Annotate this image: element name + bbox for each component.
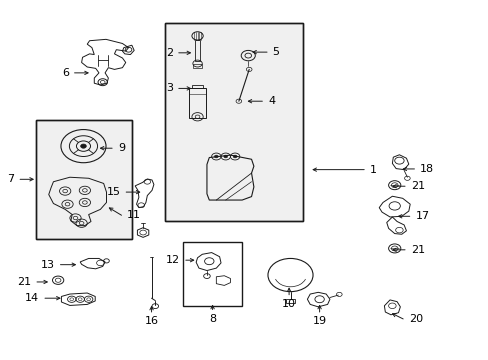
Bar	[183, 242, 242, 306]
Text: 16: 16	[144, 316, 158, 326]
Text: 1: 1	[369, 165, 376, 175]
Text: 7: 7	[7, 174, 15, 184]
Text: 14: 14	[25, 293, 39, 303]
Bar	[164, 23, 303, 221]
Bar	[192, 63, 202, 68]
Bar	[285, 298, 295, 303]
Text: 4: 4	[267, 96, 275, 106]
Text: 11: 11	[127, 210, 141, 220]
Text: 19: 19	[312, 316, 326, 326]
Text: 13: 13	[41, 260, 55, 270]
Bar	[189, 88, 205, 118]
Text: 21: 21	[17, 277, 31, 287]
Circle shape	[214, 155, 218, 158]
Bar	[194, 40, 200, 61]
Bar	[36, 120, 132, 239]
Circle shape	[224, 155, 227, 158]
Text: 5: 5	[272, 47, 279, 57]
Text: 15: 15	[106, 187, 121, 197]
Bar	[191, 85, 203, 88]
Text: 18: 18	[419, 164, 433, 174]
Bar	[36, 120, 132, 239]
Text: 20: 20	[408, 314, 422, 324]
Text: 21: 21	[410, 245, 424, 255]
Text: 8: 8	[208, 314, 216, 324]
Text: 2: 2	[166, 48, 173, 58]
Text: 17: 17	[414, 211, 428, 221]
Text: 6: 6	[62, 68, 69, 78]
Text: 3: 3	[166, 84, 173, 93]
Text: 10: 10	[282, 299, 296, 309]
Bar	[164, 23, 303, 221]
Text: 12: 12	[166, 255, 180, 265]
Circle shape	[233, 155, 237, 158]
Text: 9: 9	[118, 143, 124, 153]
Text: 21: 21	[410, 181, 424, 191]
Circle shape	[81, 144, 86, 148]
